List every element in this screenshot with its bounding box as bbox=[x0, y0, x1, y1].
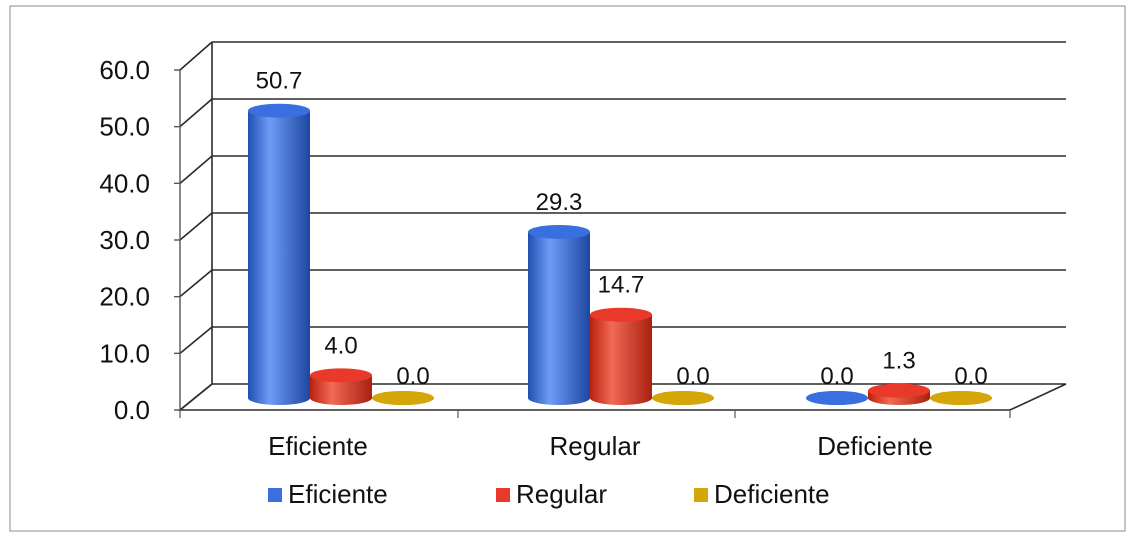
side-gridline bbox=[179, 269, 213, 298]
bar-body bbox=[590, 314, 652, 405]
bar-eficiente-deficiente bbox=[806, 391, 868, 405]
bar-body bbox=[248, 110, 310, 405]
data-labels: 50.7 4.0 0.0 29.3 14.7 0.0 0.0 1.3 0.0 bbox=[256, 68, 988, 390]
bar-body bbox=[310, 375, 372, 405]
side-gridline bbox=[179, 98, 213, 128]
bar-eficiente-regular bbox=[528, 224, 590, 405]
side-gridline bbox=[179, 41, 213, 71]
chart-floor bbox=[177, 383, 1067, 411]
legend-label: Eficiente bbox=[288, 479, 388, 509]
bar-deficiente-deficiente bbox=[930, 391, 992, 405]
y-tick-label: 0.0 bbox=[114, 395, 150, 425]
legend-swatch bbox=[694, 488, 708, 502]
x-tick-label: Eficiente bbox=[268, 431, 368, 461]
legend-swatch bbox=[268, 488, 282, 502]
data-label: 0.0 bbox=[954, 363, 987, 390]
data-label: 14.7 bbox=[598, 272, 645, 299]
bar-deficiente-eficiente bbox=[372, 391, 434, 405]
bar-top bbox=[930, 391, 992, 405]
x-tick-label: Regular bbox=[549, 431, 640, 461]
legend-label: Regular bbox=[516, 479, 607, 509]
legend-item: Eficiente bbox=[268, 479, 388, 509]
side-gridline bbox=[179, 326, 213, 354]
bar-top bbox=[310, 368, 372, 383]
data-label: 50.7 bbox=[256, 68, 303, 95]
legend-swatch bbox=[496, 488, 510, 502]
y-tick-label: 40.0 bbox=[99, 168, 150, 198]
bar-deficiente-regular bbox=[652, 391, 714, 405]
y-tick-label: 20.0 bbox=[99, 282, 150, 312]
y-tick-label: 10.0 bbox=[99, 338, 150, 368]
chart-frame bbox=[9, 5, 1126, 532]
bar-eficiente-eficiente bbox=[248, 103, 310, 405]
bar-body bbox=[528, 231, 590, 405]
legend: Eficiente Regular Deficiente bbox=[268, 479, 830, 509]
bar-top bbox=[528, 224, 590, 239]
data-label: 0.0 bbox=[676, 363, 709, 390]
data-label: 4.0 bbox=[324, 332, 357, 359]
side-gridline bbox=[179, 212, 213, 241]
y-axis: 0.0 10.0 20.0 30.0 40.0 50.0 60.0 bbox=[99, 55, 181, 425]
bar-regular-regular bbox=[590, 307, 652, 405]
bar-top bbox=[806, 391, 868, 405]
bar-top bbox=[372, 391, 434, 405]
x-axis: Eficiente Regular Deficiente bbox=[179, 410, 1011, 461]
bar-top bbox=[590, 307, 652, 322]
data-label: 1.3 bbox=[882, 348, 915, 375]
gridlines bbox=[177, 41, 1067, 411]
bar-top bbox=[248, 103, 310, 118]
bar-top bbox=[652, 391, 714, 405]
legend-item: Deficiente bbox=[694, 479, 830, 509]
side-gridline bbox=[179, 155, 213, 184]
y-tick-label: 50.0 bbox=[99, 112, 150, 142]
legend-item: Regular bbox=[496, 479, 607, 509]
x-tick-label: Deficiente bbox=[817, 431, 933, 461]
legend-label: Deficiente bbox=[714, 479, 830, 509]
y-tick-label: 60.0 bbox=[99, 55, 150, 85]
chart-border bbox=[9, 5, 1126, 532]
data-label: 0.0 bbox=[820, 363, 853, 390]
bar-top bbox=[868, 383, 930, 398]
data-label: 29.3 bbox=[536, 189, 583, 216]
data-label: 0.0 bbox=[396, 363, 429, 390]
y-tick-label: 30.0 bbox=[99, 225, 150, 255]
bar-regular-eficiente bbox=[310, 368, 372, 405]
bar-regular-deficiente bbox=[868, 383, 930, 405]
bars bbox=[248, 103, 992, 405]
